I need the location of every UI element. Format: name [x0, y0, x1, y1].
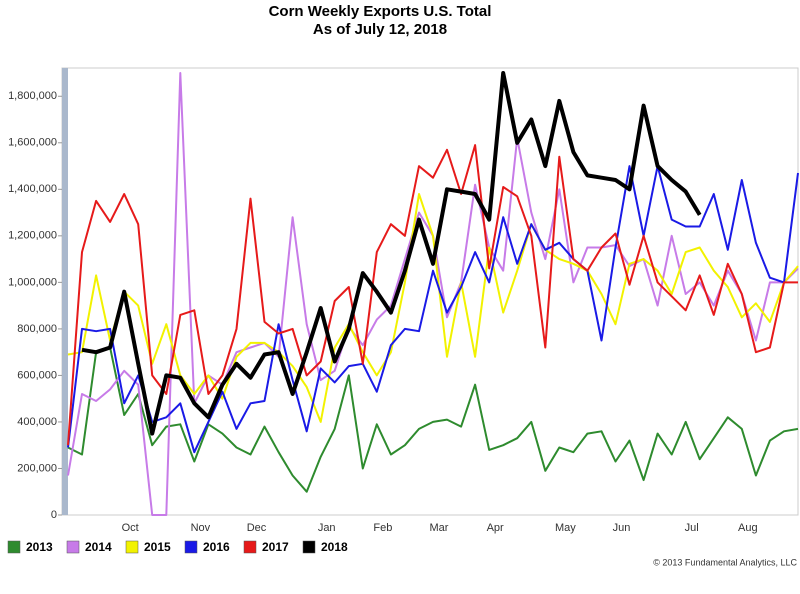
axis-bar	[62, 68, 68, 515]
x-tick-label: Nov	[191, 522, 211, 534]
x-tick-label: Oct	[122, 522, 139, 534]
x-tick-label: Jun	[613, 522, 631, 534]
x-tick-label: Apr	[487, 522, 504, 534]
legend-swatch	[7, 540, 21, 554]
legend-swatch	[125, 540, 139, 554]
x-tick-label: Mar	[430, 522, 449, 534]
y-tick-label: 200,000	[17, 462, 57, 474]
y-tick-label: 1,200,000	[8, 230, 57, 242]
legend-label: 2014	[85, 540, 112, 554]
x-tick-label: Dec	[247, 522, 267, 534]
x-tick-label: Feb	[373, 522, 392, 534]
series-line	[67, 144, 798, 446]
legend-swatch	[302, 540, 316, 554]
y-tick-label: 1,000,000	[8, 276, 57, 288]
x-tick-label: Aug	[738, 522, 758, 534]
y-tick-label: 0	[51, 509, 57, 521]
legend-swatch	[184, 540, 198, 554]
series-line	[81, 71, 702, 436]
chart-subtitle: As of July 12, 2018	[313, 21, 447, 38]
series-line	[67, 72, 799, 516]
credit: © 2013 Fundamental Analytics, LLC	[653, 557, 797, 567]
y-tick-label: 800,000	[17, 323, 57, 335]
x-tick-label: Jul	[685, 522, 699, 534]
legend-label: 2013	[26, 540, 53, 554]
y-tick-label: 1,400,000	[8, 183, 57, 195]
legend-label: 2017	[262, 540, 289, 554]
legend-label: 2015	[144, 540, 171, 554]
y-tick-label: 400,000	[17, 416, 57, 428]
series-line	[67, 346, 799, 493]
legend-swatch	[243, 540, 257, 554]
y-tick-label: 600,000	[17, 369, 57, 381]
series-line	[67, 165, 799, 454]
y-tick-label: 1,600,000	[8, 137, 57, 149]
x-tick-label: May	[555, 522, 576, 534]
legend-swatch	[66, 540, 80, 554]
x-tick-label: Jan	[318, 522, 336, 534]
chart-title: Corn Weekly Exports U.S. Total	[269, 3, 492, 20]
y-tick-label: 1,800,000	[8, 90, 57, 102]
legend-label: 2018	[321, 540, 348, 554]
series-line	[67, 193, 799, 423]
legend-label: 2016	[203, 540, 230, 554]
